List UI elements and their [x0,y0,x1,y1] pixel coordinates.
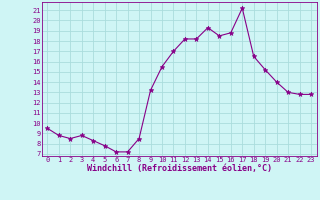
X-axis label: Windchill (Refroidissement éolien,°C): Windchill (Refroidissement éolien,°C) [87,164,272,173]
